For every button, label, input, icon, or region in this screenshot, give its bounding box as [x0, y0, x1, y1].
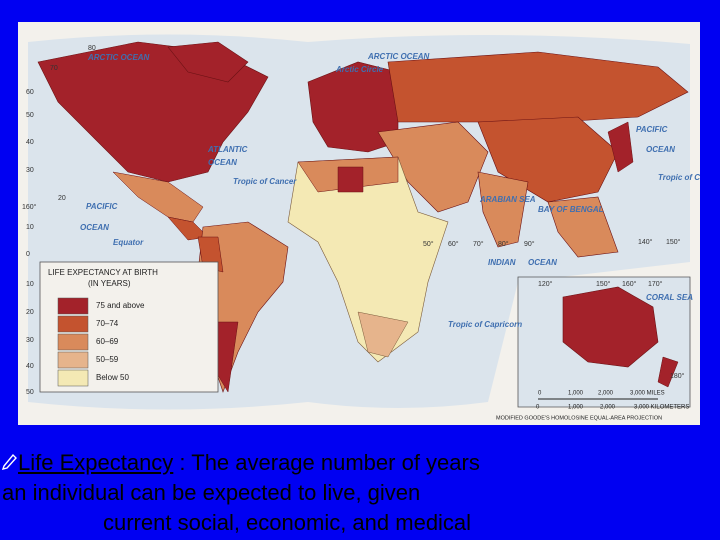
legend-subtitle: (IN YEARS) — [88, 279, 131, 288]
legend-label: 50–59 — [96, 355, 119, 364]
grid-label: 160° — [22, 203, 37, 211]
grid-label: 10 — [26, 224, 34, 231]
map-label: OCEAN — [208, 158, 237, 167]
grid-label: 150° — [596, 280, 611, 288]
legend-swatch — [57, 369, 89, 387]
grid-label: 0 — [26, 251, 30, 258]
grid-label: 10 — [26, 281, 34, 288]
grid-label: 50° — [423, 240, 434, 248]
legend-swatch — [57, 315, 89, 333]
region — [387, 51, 689, 123]
legend-swatch — [57, 297, 89, 315]
region — [547, 196, 619, 258]
map-label: BAY OF BENGAL — [538, 205, 604, 214]
map-label: CORAL SEA — [646, 293, 693, 302]
legend-label: 60–69 — [96, 337, 119, 346]
caption-line: current social, economic, and medical — [103, 510, 472, 535]
legend-swatch — [57, 333, 89, 351]
map-label: ATLANTIC — [207, 145, 248, 154]
grid-label: 80 — [88, 45, 96, 52]
grid-label: 120° — [538, 280, 553, 288]
map: ARCTIC OCEAN ARCTIC OCEAN Arctic Circle ATL… — [18, 22, 700, 425]
bullet-icon — [2, 453, 17, 470]
map-label: Arctic Circle — [335, 65, 384, 74]
map-label: ARABIAN SEA — [479, 195, 536, 204]
scale-label: 0 — [538, 391, 542, 397]
legend-swatch — [57, 351, 89, 369]
grid-label: 30 — [26, 337, 34, 344]
map-label: Equator — [113, 238, 144, 247]
grid-label: 170° — [648, 280, 663, 288]
caption-line: an individual can be expected to live, g… — [2, 480, 421, 505]
legend-title: LIFE EXPECTANCY AT BIRTH — [48, 268, 158, 277]
scale-label: 2,000 — [600, 405, 616, 411]
grid-label: 70 — [50, 65, 58, 72]
grid-label: 50 — [26, 112, 34, 119]
scale-label: 3,000 MILES — [630, 391, 665, 397]
region — [607, 121, 634, 173]
map-label: INDIAN — [488, 258, 516, 267]
region — [287, 156, 449, 363]
map-label: PACIFIC — [86, 202, 118, 211]
grid-label: 180° — [670, 372, 685, 380]
term: Life Expectancy — [18, 450, 174, 475]
caption-line: Life Expectancy : The average number of … — [18, 450, 480, 476]
map-label: OCEAN — [528, 258, 557, 267]
grid-label: 140° — [638, 238, 653, 246]
region — [657, 356, 679, 388]
scale-label: 3,000 KILOMETERS — [634, 405, 689, 411]
projection-label: MODIFIED GOODE'S HOMOLOSINE EQUAL-AREA P… — [496, 415, 662, 421]
grid-label: 30 — [26, 167, 34, 174]
grid-label: 20 — [26, 309, 34, 316]
grid-label: 60° — [448, 240, 459, 248]
region — [307, 61, 399, 153]
scale-label: 1,000 — [568, 405, 584, 411]
region — [562, 286, 659, 368]
grid-label: 20 — [58, 195, 66, 202]
scale-label: 0 — [536, 405, 540, 411]
map-label: ARCTIC OCEAN — [87, 53, 150, 62]
map-label: Tropic of Capricorn — [448, 320, 522, 329]
legend-label: Below 50 — [96, 373, 129, 382]
grid-label: 150° — [666, 238, 681, 246]
map-label: Tropic of Cancer — [658, 173, 700, 182]
legend-label: 70–74 — [96, 319, 119, 328]
map-label: OCEAN — [646, 145, 675, 154]
grid-label: 90° — [524, 240, 535, 248]
grid-label: 50 — [26, 389, 34, 396]
grid-label: 60 — [26, 89, 34, 96]
grid-label: 80° — [498, 240, 509, 248]
region — [477, 171, 529, 248]
map-label: OCEAN — [80, 223, 109, 232]
grid-label: 160° — [622, 280, 637, 288]
region — [167, 41, 249, 83]
region — [377, 121, 489, 213]
region — [337, 166, 364, 193]
scale-label: 1,000 — [568, 391, 584, 397]
map-label: ARCTIC OCEAN — [367, 52, 430, 61]
definition: : The average number of years — [173, 450, 480, 475]
grid-label: 40 — [26, 363, 34, 370]
grid-label: 40 — [26, 139, 34, 146]
map-label: PACIFIC — [636, 125, 668, 134]
legend-label: 75 and above — [96, 301, 145, 310]
map-label: Tropic of Cancer — [233, 177, 297, 186]
grid-label: 70° — [473, 240, 484, 248]
region — [357, 311, 409, 358]
scale-label: 2,000 — [598, 391, 614, 397]
